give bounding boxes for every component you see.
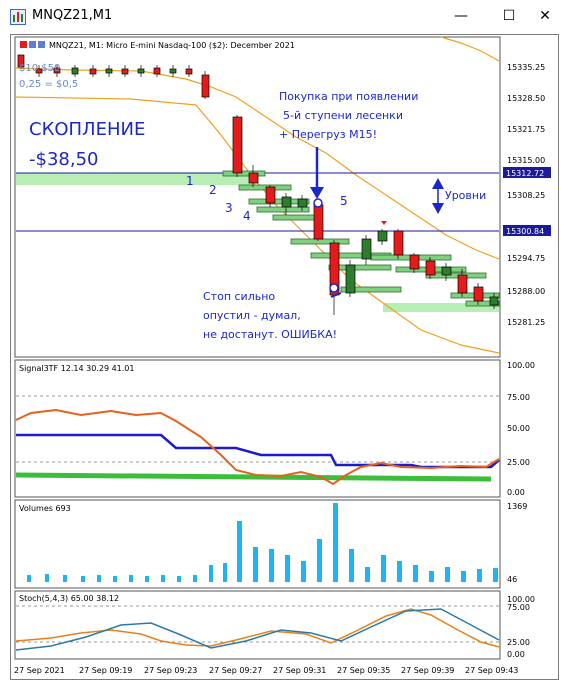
volume-pane[interactable] <box>14 499 501 589</box>
chart-frame: MNQZ21, M1: Micro E-mini Nasdaq-100 ($2)… <box>10 34 559 680</box>
svg-text:0.00: 0.00 <box>507 488 525 497</box>
svg-text:27 Sep 09:19: 27 Sep 09:19 <box>79 666 132 675</box>
svg-text:100.00: 100.00 <box>507 595 535 604</box>
scale-label-1: $10 $50 <box>19 63 60 74</box>
buy-arrow-icon <box>310 187 324 199</box>
buy-note-line-3: + Перегруз М15! <box>279 128 377 141</box>
svg-text:25.00: 25.00 <box>507 638 530 647</box>
svg-text:15308.25: 15308.25 <box>507 191 545 200</box>
levels-label: Уровни <box>445 189 486 202</box>
time-axis: 27 Sep 2021 27 Sep 09:19 27 Sep 09:23 27… <box>14 666 518 675</box>
step-label-3: 3 <box>225 201 233 215</box>
svg-text:46: 46 <box>507 575 517 584</box>
svg-text:27 Sep 09:39: 27 Sep 09:39 <box>401 666 454 675</box>
svg-text:15288.00: 15288.00 <box>507 287 545 296</box>
signal-line-orange <box>15 408 500 486</box>
stoch-pane-content: Stoch(5,4,3) 65.00 38.12 100.00 75.00 25… <box>15 594 535 659</box>
svg-text:0.00: 0.00 <box>507 650 525 659</box>
svg-text:27 Sep 09:43: 27 Sep 09:43 <box>465 666 518 675</box>
price-tag-1-text: 15312.72 <box>506 169 544 178</box>
buy-marker-icon <box>313 198 323 208</box>
svg-text:75.00: 75.00 <box>507 603 530 612</box>
stoch-header: Stoch(5,4,3) 65.00 38.12 <box>19 594 119 603</box>
svg-text:15321.75: 15321.75 <box>507 125 545 134</box>
stoch-pane[interactable] <box>14 590 501 660</box>
sell-arrow-icon <box>381 221 387 225</box>
svg-text:27 Sep 09:35: 27 Sep 09:35 <box>337 666 390 675</box>
price-tag-1 <box>503 167 551 178</box>
volume-bars <box>27 503 498 582</box>
svg-text:100.00: 100.00 <box>507 361 535 370</box>
envelope-lower <box>15 96 500 354</box>
svg-text:1369: 1369 <box>507 502 527 511</box>
scale-label-2: 0,25 = $0,5 <box>19 79 78 90</box>
signal-line-green <box>15 472 492 482</box>
svg-text:15294.75: 15294.75 <box>507 254 545 263</box>
window-titlebar: MNQZ21,M1 — ☐ ✕ <box>0 0 569 34</box>
buy-note-line-1: Покупка при появлении <box>279 90 418 103</box>
stop-marker-icon <box>329 283 339 293</box>
price-axis: 15335.25 15328.50 15321.75 15315.00 1530… <box>507 63 545 327</box>
price-tag-2-text: 15300.84 <box>506 227 544 236</box>
svg-text:MNQZ21, M1: Micro E-mini Nasd: MNQZ21, M1: Micro E-mini Nasdaq-100 ($2)… <box>49 41 295 50</box>
main-pane[interactable] <box>14 36 501 358</box>
arrow-down-icon <box>432 203 444 214</box>
zone-level-low <box>383 303 499 312</box>
accumulation-value: -$38,50 <box>29 149 98 170</box>
arrow-up-icon <box>432 178 444 189</box>
step-label-1: 1 <box>186 174 194 188</box>
stoch-signal-line <box>15 608 500 651</box>
stop-note-line-2: опустил - думал, <box>203 309 301 322</box>
chart-window-icon <box>10 9 26 25</box>
maximize-button[interactable]: ☐ <box>502 8 516 24</box>
svg-text:15281.25: 15281.25 <box>507 318 545 327</box>
stop-note-line-3: не достанут. ОШИБКА! <box>203 328 337 341</box>
zone-level-1 <box>16 173 256 185</box>
svg-text:27 Sep 09:31: 27 Sep 09:31 <box>273 666 326 675</box>
svg-text:50.00: 50.00 <box>507 424 530 433</box>
svg-text:25.00: 25.00 <box>507 458 530 467</box>
volume-header: Volumes 693 <box>19 504 71 513</box>
stop-arrow-line <box>330 292 342 298</box>
volume-pane-content: Volumes 693 <box>19 502 527 584</box>
svg-text:15315.00: 15315.00 <box>507 156 545 165</box>
signal-header: Signal3TF 12.14 30.29 41.01 <box>19 364 135 373</box>
signal-pane[interactable] <box>14 359 501 498</box>
accumulation-label: СКОПЛЕНИЕ <box>29 119 145 140</box>
stoch-main-line <box>15 608 500 648</box>
svg-text:27 Sep 09:27: 27 Sep 09:27 <box>209 666 262 675</box>
svg-text:27 Sep 2021: 27 Sep 2021 <box>14 666 65 675</box>
step-label-2: 2 <box>209 183 217 197</box>
stop-note-line-1: Стоп сильно <box>203 290 275 303</box>
buy-note-line-2: 5-й ступени лесенки <box>283 109 403 122</box>
svg-text:27 Sep 09:23: 27 Sep 09:23 <box>144 666 197 675</box>
close-button[interactable]: ✕ <box>539 8 551 24</box>
window-title: MNQZ21,M1 <box>32 8 113 23</box>
step-label-4: 4 <box>243 209 251 223</box>
envelope-upper <box>440 36 500 62</box>
price-tag-2 <box>503 225 551 236</box>
chart-canvas: MNQZ21, M1: Micro E-mini Nasdaq-100 ($2)… <box>14 36 551 675</box>
svg-text:15328.50: 15328.50 <box>507 94 545 103</box>
step-label-5: 5 <box>340 194 348 208</box>
main-pane-content: MNQZ21, M1: Micro E-mini Nasdaq-100 ($2)… <box>15 36 551 354</box>
chart-header: MNQZ21, M1: Micro E-mini Nasdaq-100 ($2)… <box>20 41 295 50</box>
svg-text:15335.25: 15335.25 <box>507 63 545 72</box>
signal-pane-content: Signal3TF 12.14 30.29 41.01 100.00 75.00… <box>15 361 535 497</box>
svg-text:75.00: 75.00 <box>507 393 530 402</box>
candles <box>17 54 499 315</box>
minimize-button[interactable]: — <box>454 8 468 24</box>
